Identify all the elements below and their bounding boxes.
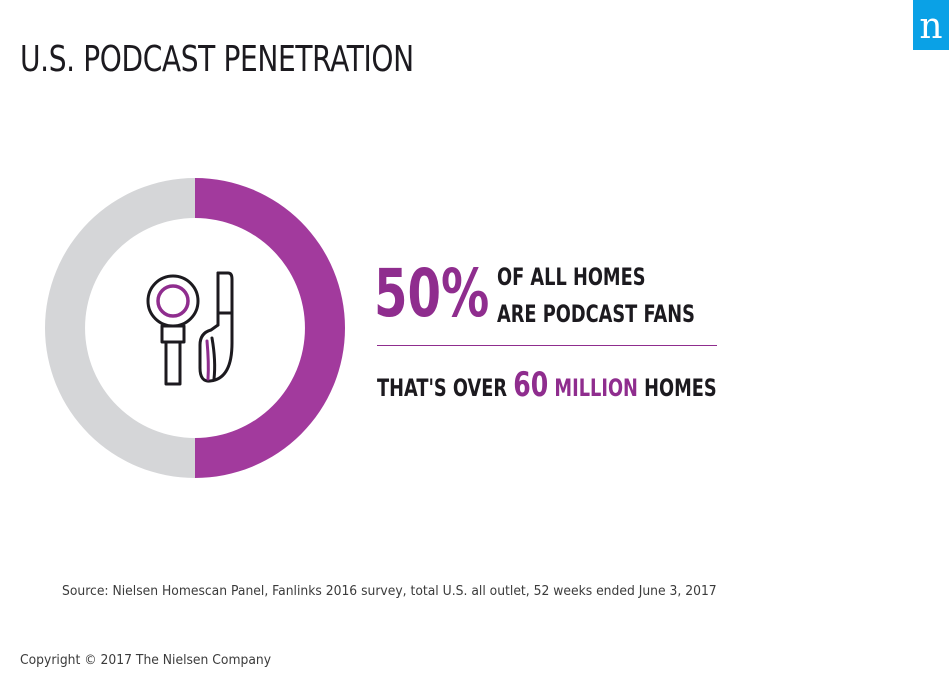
logo-letter: n (919, 6, 942, 47)
source-note: Source: Nielsen Homescan Panel, Fanlinks… (62, 584, 717, 599)
subline-number: 60 (513, 365, 549, 405)
stat-line-1: OF ALL HOMES (497, 263, 646, 291)
divider (377, 345, 717, 346)
stat-subline: THAT'S OVER 60 MILLION HOMES (377, 366, 717, 407)
donut-slices (45, 178, 345, 478)
donut-chart (45, 178, 345, 478)
subline-unit: MILLION (548, 374, 638, 402)
subline-prefix: THAT'S OVER (377, 374, 514, 402)
copyright: Copyright © 2017 The Nielsen Company (20, 653, 272, 668)
stat-line-2: ARE PODCAST FANS (497, 300, 695, 328)
nielsen-logo: n (913, 0, 949, 50)
stat-percent: 50% (374, 255, 490, 332)
page-title: U.S. PODCAST PENETRATION (20, 39, 414, 80)
earbuds-icon (146, 271, 234, 386)
donut-slice-1 (45, 178, 195, 478)
donut-slice-0 (195, 178, 345, 478)
subline-suffix: HOMES (637, 374, 717, 402)
